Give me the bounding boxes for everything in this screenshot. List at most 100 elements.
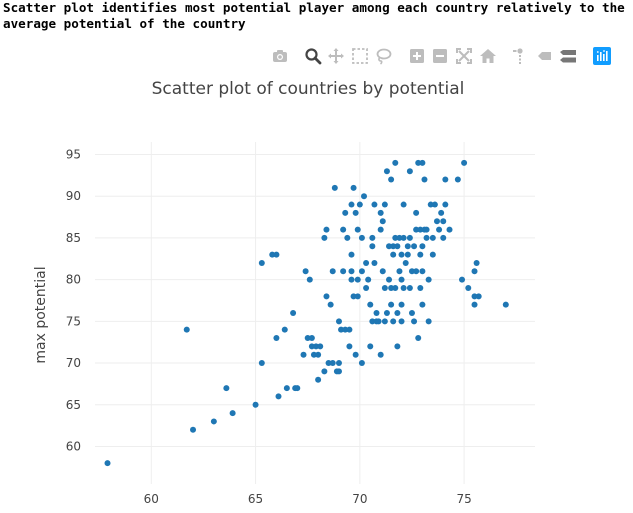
scatter-point[interactable] [352, 209, 359, 216]
scatter-point[interactable] [442, 176, 449, 183]
scatter-point[interactable] [273, 335, 280, 342]
scatter-point[interactable] [340, 268, 347, 275]
scatter-point[interactable] [406, 284, 413, 291]
scatter-point[interactable] [413, 226, 420, 233]
scatter-point[interactable] [252, 401, 259, 408]
scatter-point[interactable] [367, 343, 374, 350]
scatter-point[interactable] [365, 276, 372, 283]
scatter-point[interactable] [361, 193, 368, 200]
scatter-point[interactable] [358, 234, 365, 241]
scatter-point[interactable] [417, 226, 424, 233]
scatter-point[interactable] [348, 276, 355, 283]
scatter-point[interactable] [379, 268, 386, 275]
scatter-point[interactable] [429, 251, 436, 258]
scatter-point[interactable] [406, 168, 413, 175]
scatter-point[interactable] [190, 426, 197, 433]
scatter-point[interactable] [363, 259, 370, 266]
scatter-point[interactable] [283, 385, 290, 392]
scatter-point[interactable] [431, 201, 438, 208]
scatter-point[interactable] [229, 410, 236, 417]
scatter-point[interactable] [421, 176, 428, 183]
scatter-point[interactable] [459, 276, 466, 283]
scatter-point[interactable] [419, 268, 426, 275]
scatter-point[interactable] [383, 168, 390, 175]
lasso-icon[interactable] [373, 46, 393, 66]
scatter-point[interactable] [471, 268, 478, 275]
scatter-point[interactable] [406, 234, 413, 241]
camera-icon[interactable] [270, 46, 290, 66]
scatter-point[interactable] [413, 209, 420, 216]
scatter-point[interactable] [371, 201, 378, 208]
autoscale-icon[interactable] [454, 46, 474, 66]
scatter-point[interactable] [373, 310, 380, 316]
scatter-point[interactable] [502, 301, 509, 308]
scatter-point[interactable] [308, 335, 315, 342]
scatter-point[interactable] [400, 284, 407, 291]
scatter-point[interactable] [348, 251, 355, 258]
scatter-point[interactable] [304, 335, 311, 342]
zoom-out-icon[interactable] [430, 46, 450, 66]
scatter-point[interactable] [338, 326, 345, 333]
scatter-point[interactable] [440, 234, 447, 241]
scatter-point[interactable] [369, 234, 376, 241]
scatter-point[interactable] [411, 243, 418, 250]
scatter-point[interactable] [367, 301, 374, 308]
scatter-point[interactable] [300, 351, 307, 358]
scatter-point[interactable] [315, 376, 322, 383]
scatter-point[interactable] [281, 326, 288, 333]
scatter-point[interactable] [354, 293, 361, 300]
scatter-point[interactable] [419, 301, 426, 308]
reset-axes-icon[interactable] [478, 46, 498, 66]
scatter-point[interactable] [440, 218, 447, 225]
scatter-point[interactable] [402, 259, 409, 266]
scatter-point[interactable] [471, 293, 478, 300]
scatter-point[interactable] [369, 243, 376, 250]
scatter-point[interactable] [342, 209, 349, 216]
scatter-point[interactable] [381, 284, 388, 291]
scatter-point[interactable] [377, 351, 384, 358]
plotly-logo-icon[interactable] [592, 46, 612, 66]
scatter-point[interactable] [294, 385, 301, 392]
scatter-point[interactable] [442, 201, 449, 208]
scatter-point[interactable] [398, 251, 405, 258]
scatter-point[interactable] [275, 393, 282, 400]
scatter-point[interactable] [398, 276, 405, 283]
scatter-point[interactable] [423, 234, 430, 241]
scatter-point[interactable] [386, 243, 393, 250]
scatter-point[interactable] [394, 343, 401, 350]
scatter-point[interactable] [104, 460, 111, 467]
scatter-point[interactable] [454, 176, 461, 183]
scatter-point[interactable] [350, 184, 357, 191]
scatter-point[interactable] [438, 209, 445, 216]
scatter-point[interactable] [354, 276, 361, 283]
scatter-point[interactable] [325, 360, 332, 367]
scatter-point[interactable] [388, 176, 395, 183]
scatter-point[interactable] [331, 184, 338, 191]
scatter-point[interactable] [354, 226, 361, 233]
scatter-point[interactable] [392, 234, 399, 241]
scatter-point[interactable] [390, 243, 397, 250]
scatter-point[interactable] [329, 360, 336, 367]
scatter-point[interactable] [350, 293, 357, 300]
zoom-in-icon[interactable] [407, 46, 427, 66]
scatter-point[interactable] [465, 284, 472, 291]
scatter-point[interactable] [346, 326, 353, 333]
scatter-point[interactable] [392, 159, 399, 166]
scatter-point[interactable] [273, 251, 280, 258]
scatter-point[interactable] [310, 351, 317, 358]
scatter-point[interactable] [381, 201, 388, 208]
scatter-point[interactable] [321, 368, 328, 375]
scatter-point[interactable] [417, 251, 424, 258]
scatter-point[interactable] [363, 284, 370, 291]
scatter-point[interactable] [423, 226, 430, 233]
scatter-point[interactable] [429, 234, 436, 241]
scatter-point[interactable] [321, 234, 328, 241]
scatter-point[interactable] [425, 276, 432, 283]
scatter-point[interactable] [258, 259, 265, 266]
scatter-point[interactable] [408, 310, 415, 316]
scatter-point[interactable] [329, 268, 336, 275]
scatter-point[interactable] [313, 343, 320, 350]
scatter-point[interactable] [379, 218, 386, 225]
scatter-point[interactable] [475, 293, 482, 300]
scatter-point[interactable] [383, 310, 390, 316]
